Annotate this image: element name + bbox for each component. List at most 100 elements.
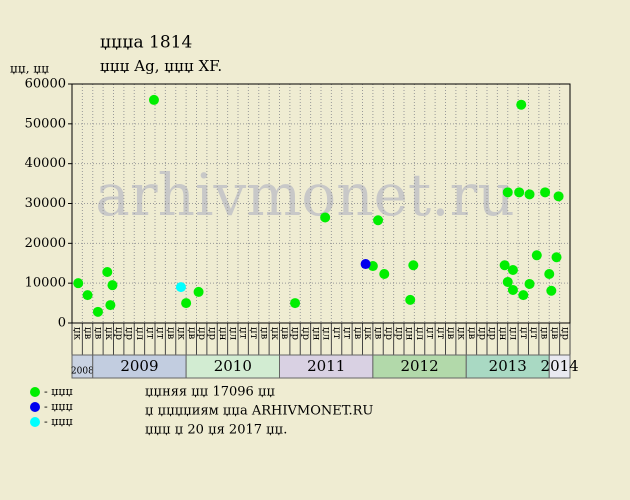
y-tick-label: 20000 bbox=[25, 236, 66, 251]
chart-subtitle: џџџ Ag, џџџ XF. bbox=[100, 57, 222, 75]
data-point bbox=[502, 187, 513, 198]
data-point bbox=[531, 250, 542, 261]
x-tick-label: џн bbox=[310, 327, 321, 341]
x-tick-label: џв bbox=[445, 327, 456, 340]
legend-label: - џџџ bbox=[44, 385, 73, 398]
x-tick-label: џт bbox=[528, 327, 539, 340]
data-point bbox=[105, 300, 116, 311]
note: џџняя џџ 17096 џџ bbox=[145, 385, 275, 400]
y-tick-label: 50000 bbox=[25, 116, 66, 131]
note: џџџ џ 20 џя 2017 џџ. bbox=[145, 423, 287, 438]
x-tick-label: џв bbox=[373, 327, 384, 340]
x-tick-label: џл bbox=[321, 327, 332, 340]
year-label: 2009 bbox=[120, 357, 158, 375]
x-tick-label: џв bbox=[258, 327, 269, 340]
year-label: 2010 bbox=[214, 357, 252, 375]
x-tick-label: џк bbox=[72, 327, 83, 341]
data-point bbox=[92, 306, 103, 317]
data-point bbox=[148, 94, 159, 105]
x-tick-label: џт bbox=[331, 327, 342, 340]
x-tick-label: џл bbox=[507, 327, 518, 340]
x-tick-label: џр bbox=[207, 327, 218, 340]
note: џ џџџџиям џџа ARHIVMONET.RU bbox=[145, 404, 373, 419]
data-point bbox=[405, 294, 416, 305]
x-tick-label: џл bbox=[134, 327, 145, 340]
data-point bbox=[181, 298, 192, 309]
x-tick-label: џв bbox=[186, 327, 197, 340]
legend-label: - џџџ bbox=[44, 415, 73, 428]
x-tick-label: џр bbox=[290, 327, 301, 340]
x-tick-label: џр bbox=[196, 327, 207, 340]
year-label: 2014 bbox=[541, 357, 579, 375]
data-point bbox=[82, 290, 93, 301]
year-label: 2008 bbox=[71, 367, 94, 377]
data-point bbox=[553, 191, 564, 202]
data-point bbox=[544, 269, 555, 280]
y-tick-label: 40000 bbox=[25, 156, 66, 171]
data-point bbox=[373, 215, 384, 226]
x-tick-label: џр bbox=[300, 327, 311, 340]
y-tick-label: 60000 bbox=[25, 77, 66, 92]
data-point bbox=[546, 285, 557, 296]
plot-frame bbox=[71, 83, 571, 324]
x-tick-label: џт bbox=[435, 327, 446, 340]
x-tick-label: џр bbox=[559, 327, 570, 340]
x-tick-label: џв bbox=[352, 327, 363, 340]
data-point bbox=[408, 260, 419, 271]
data-point bbox=[379, 269, 390, 280]
y-tick-label: 10000 bbox=[25, 276, 66, 291]
x-tick-label: џр bbox=[487, 327, 498, 340]
x-tick-label: џк bbox=[175, 327, 186, 341]
x-tick-label: џв bbox=[466, 327, 477, 340]
data-point bbox=[73, 278, 84, 289]
data-point bbox=[360, 259, 371, 270]
data-point bbox=[175, 282, 186, 293]
data-point bbox=[551, 252, 562, 263]
x-tick-label: џр bbox=[113, 327, 124, 340]
year-band bbox=[548, 354, 571, 379]
x-tick-label: џт bbox=[144, 327, 155, 340]
data-point bbox=[499, 260, 510, 271]
x-tick-label: џт bbox=[155, 327, 166, 340]
data-point bbox=[107, 280, 118, 291]
x-tick-label: џн bbox=[404, 327, 415, 341]
data-point bbox=[102, 267, 113, 278]
x-tick-label: џт bbox=[238, 327, 249, 340]
legend-marker bbox=[30, 417, 40, 427]
watermark: arhivmonet.ru bbox=[95, 161, 514, 229]
x-tick-label: џк bbox=[456, 327, 467, 341]
legend-label: - џџџ bbox=[44, 400, 73, 413]
x-tick-label: џк bbox=[103, 327, 114, 341]
x-tick-label: џт bbox=[424, 327, 435, 340]
x-tick-label: џт bbox=[518, 327, 529, 340]
y-axis-label: џџ, џџ bbox=[10, 62, 49, 76]
x-tick-label: џв bbox=[279, 327, 290, 340]
x-tick-label: џт bbox=[341, 327, 352, 340]
x-tick-label: џр bbox=[383, 327, 394, 340]
data-point bbox=[507, 265, 518, 276]
legend-marker bbox=[30, 402, 40, 412]
x-tick-label: џк bbox=[362, 327, 373, 341]
x-tick-label: џв bbox=[539, 327, 550, 340]
year-label: 2012 bbox=[400, 357, 438, 375]
x-tick-label: џв bbox=[82, 327, 93, 340]
data-point bbox=[518, 290, 529, 301]
data-point bbox=[193, 286, 204, 297]
data-point bbox=[507, 284, 518, 295]
data-point bbox=[524, 278, 535, 289]
x-tick-label: џв bbox=[549, 327, 560, 340]
x-tick-label: џр bbox=[393, 327, 404, 340]
year-label: 2011 bbox=[307, 357, 345, 375]
chart-title: џџџа 1814 bbox=[100, 33, 192, 53]
x-tick-label: џн bbox=[217, 327, 228, 341]
x-tick-label: џр bbox=[476, 327, 487, 340]
x-tick-label: џр bbox=[124, 327, 135, 340]
x-tick-label: џл bbox=[414, 327, 425, 340]
y-tick-label: 0 bbox=[58, 316, 66, 331]
data-point bbox=[516, 99, 527, 110]
data-point bbox=[290, 298, 301, 309]
data-point bbox=[320, 212, 331, 223]
year-label: 2013 bbox=[489, 357, 527, 375]
x-tick-label: џв bbox=[92, 327, 103, 340]
